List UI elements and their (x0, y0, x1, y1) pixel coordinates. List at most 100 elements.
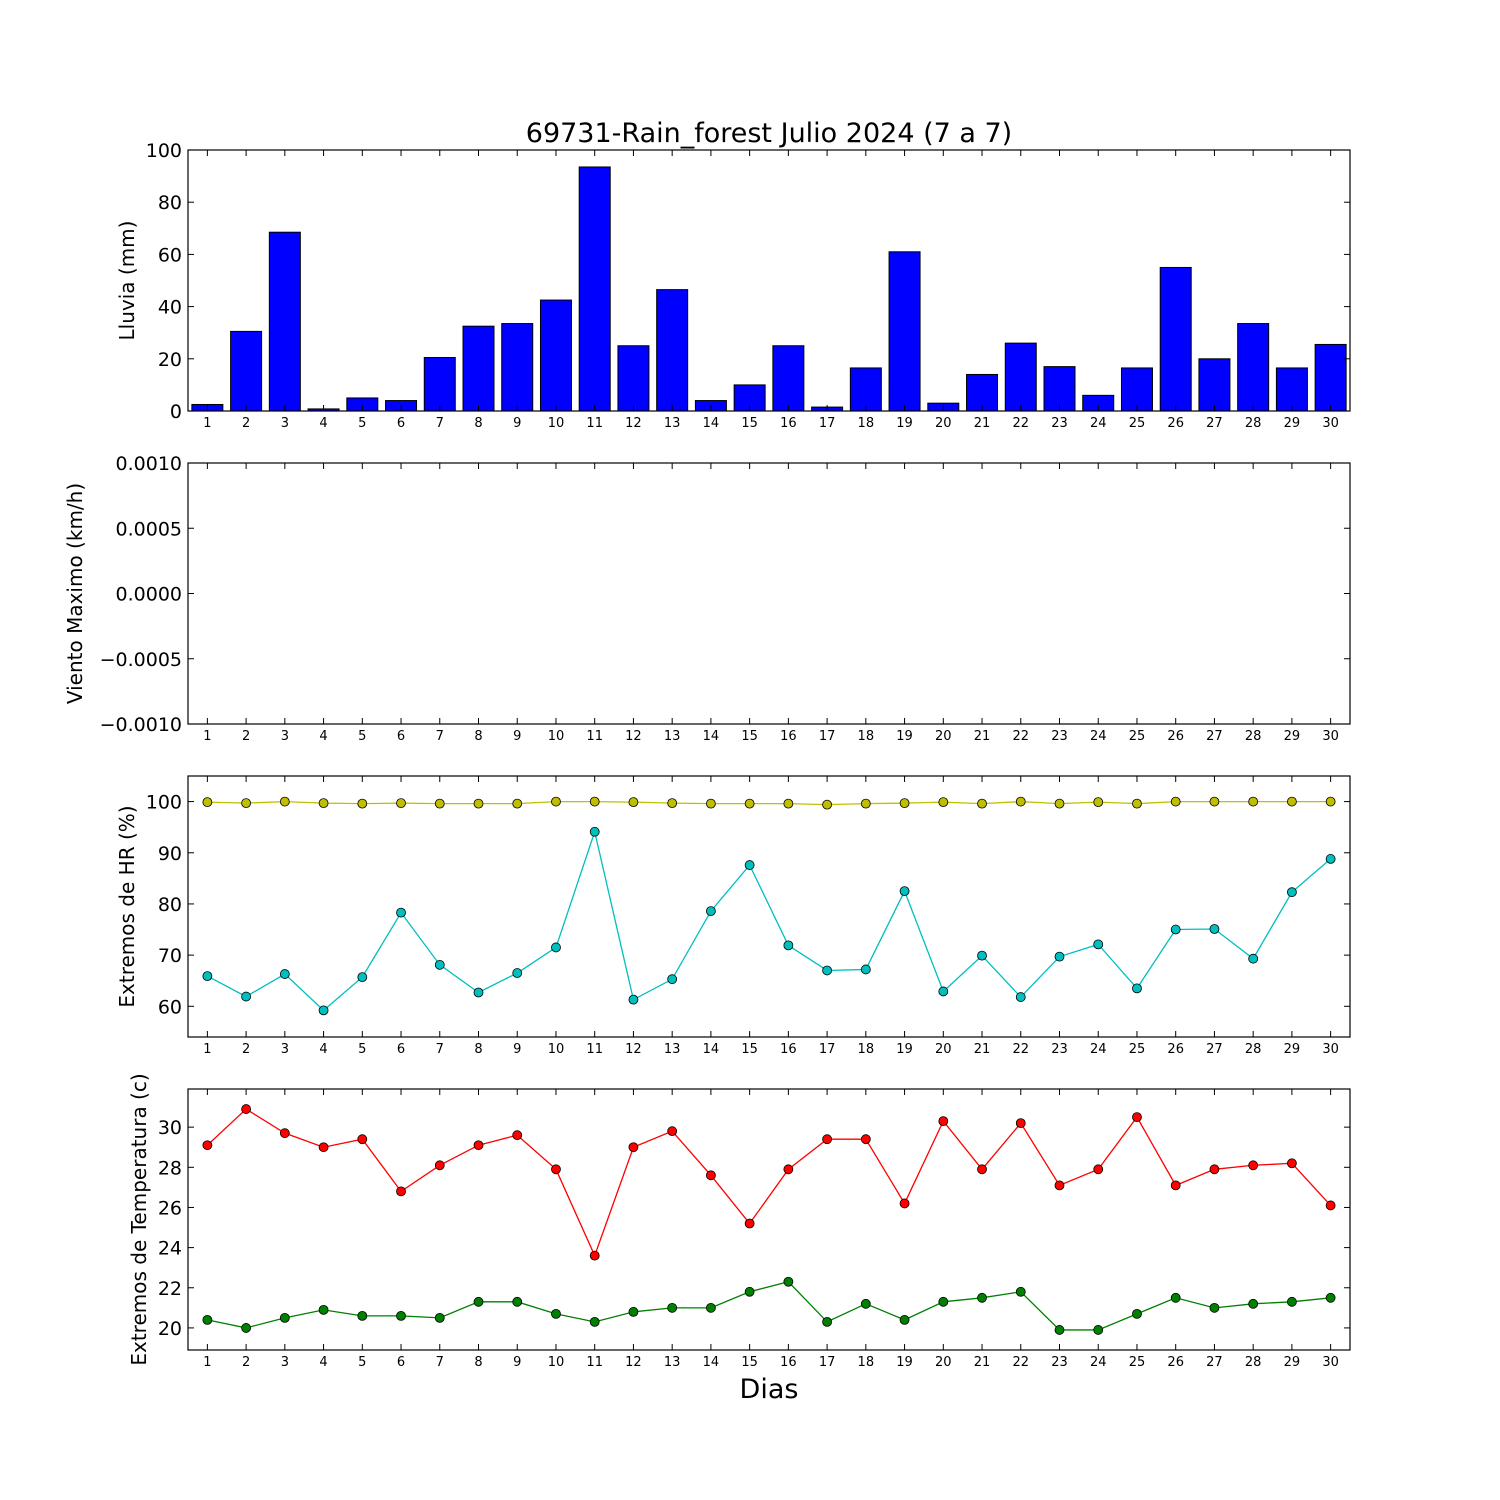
point-rh_min-day-22 (1015, 992, 1026, 1002)
point-temp_max-day-11 (589, 1250, 600, 1261)
x-tick-label: 1 (203, 1042, 211, 1057)
x-tick-label: 13 (664, 1042, 681, 1057)
point-rh_max-day-22 (1015, 796, 1026, 807)
x-tick-label: 27 (1206, 416, 1223, 431)
y-axis-label: Viento Maximo (km/h) (63, 483, 87, 704)
x-tick-label: 5 (358, 1355, 366, 1370)
point-rh_max-day-29 (1287, 796, 1297, 807)
point-rh_max-day-1 (202, 797, 213, 807)
point-rh_min-day-20 (938, 986, 949, 997)
point-rh_min-day-11 (589, 826, 600, 837)
axes-frame (187, 1088, 1351, 1351)
x-tick-label: 4 (319, 729, 327, 744)
x-tick-label: 2 (242, 1042, 250, 1057)
x-tick-label: 28 (1245, 1355, 1262, 1370)
point-rh_min-day-19 (899, 886, 910, 897)
point-temp_max-day-14 (706, 1170, 716, 1181)
point-temp_min-day-26 (1170, 1292, 1181, 1303)
x-tick-label: 13 (664, 416, 681, 431)
x-tick-label: 6 (397, 1355, 405, 1370)
point-rh_max-day-27 (1209, 796, 1220, 807)
point-rh_min-day-28 (1248, 953, 1259, 964)
x-tick-label: 3 (281, 1355, 289, 1370)
x-tick-label: 4 (319, 1355, 327, 1370)
point-rh_min-day-29 (1287, 887, 1297, 898)
y-tick-label: 100 (146, 140, 182, 162)
x-tick-label: 2 (242, 1355, 250, 1370)
x-tick-label: 14 (703, 729, 720, 744)
point-temp_max-day-5 (357, 1134, 368, 1145)
x-tick-label: 8 (474, 1355, 482, 1370)
point-temp_min-day-15 (744, 1286, 755, 1297)
x-tick-label: 12 (625, 1355, 642, 1370)
point-temp_max-day-24 (1093, 1164, 1104, 1175)
x-tick-label: 21 (974, 1355, 991, 1370)
x-tick-label: 9 (513, 1355, 521, 1370)
x-tick-label: 15 (741, 1355, 758, 1370)
point-temp_min-day-12 (628, 1306, 639, 1317)
x-tick-label: 14 (703, 416, 720, 431)
point-rh_min-day-10 (551, 942, 561, 953)
y-tick-label: 30 (158, 1117, 182, 1139)
point-temp_max-day-23 (1054, 1180, 1065, 1191)
point-temp_min-day-18 (860, 1298, 871, 1309)
x-tick-label: 16 (780, 1355, 797, 1370)
point-rh_min-day-8 (473, 987, 484, 998)
series-line-rh_max (207, 800, 1331, 806)
x-tick-label: 20 (935, 1355, 952, 1370)
point-rh_max-day-7 (434, 798, 445, 809)
x-tick-label: 24 (1090, 1355, 1107, 1370)
bar-day-2 (230, 330, 263, 412)
y-tick-label: 0.0000 (116, 584, 182, 606)
point-temp_max-day-20 (938, 1116, 949, 1127)
bar-day-19 (888, 251, 921, 412)
point-rh_max-day-5 (357, 798, 368, 809)
x-tick-label: 22 (1012, 1042, 1029, 1057)
bar-day-9 (501, 323, 534, 412)
point-temp_min-day-14 (706, 1302, 716, 1313)
point-rh_min-day-4 (318, 1005, 329, 1016)
x-tick-label: 9 (513, 1042, 521, 1057)
x-tick-label: 18 (858, 1355, 875, 1370)
point-rh_max-day-4 (318, 798, 329, 809)
panel-1: 1 2 3 4 5 6 7 8 9 10 11 12 13 14 15 16 17 18 19 20 21 22 23 24 2… (115, 140, 1351, 431)
point-temp_min-day-9 (512, 1296, 523, 1307)
y-tick-label: −0.0010 (100, 714, 182, 736)
x-tick-label: 11 (586, 729, 603, 744)
point-rh_max-day-19 (899, 798, 910, 809)
x-tick-label: 11 (586, 416, 603, 431)
bar-day-23 (1043, 366, 1076, 412)
bar-day-18 (849, 367, 882, 412)
x-tick-label: 11 (586, 1355, 603, 1370)
bar-day-28 (1237, 323, 1270, 412)
point-rh_max-day-30 (1325, 796, 1336, 807)
point-rh_min-day-7 (434, 959, 445, 970)
x-tick-label: 17 (819, 1355, 836, 1370)
x-tick-label: 7 (436, 729, 444, 744)
point-rh_min-day-26 (1170, 924, 1181, 935)
point-temp_min-day-8 (473, 1296, 484, 1307)
point-temp_max-day-21 (977, 1164, 987, 1175)
point-rh_max-day-18 (860, 798, 871, 809)
x-tick-label: 9 (513, 729, 521, 744)
point-temp_max-day-17 (822, 1134, 832, 1145)
x-tick-label: 1 (203, 729, 211, 744)
axes-frame (187, 149, 1351, 412)
axes-frame (187, 462, 1351, 725)
point-temp_max-day-10 (551, 1164, 561, 1175)
panel-3: 1 2 3 4 5 6 7 8 9 10 11 12 13 14 15 16 17 18 19 20 21 22 23 24 2… (115, 775, 1351, 1057)
point-temp_max-day-22 (1015, 1118, 1026, 1129)
point-temp_max-day-15 (744, 1218, 755, 1229)
bar-day-12 (617, 345, 650, 412)
point-rh_max-day-17 (822, 799, 832, 810)
point-temp_max-day-28 (1248, 1160, 1259, 1171)
x-tick-label: 8 (474, 1042, 482, 1057)
point-temp_max-day-4 (318, 1142, 329, 1153)
point-temp_min-day-22 (1015, 1286, 1026, 1297)
point-temp_min-day-27 (1209, 1302, 1220, 1313)
point-temp_min-day-24 (1093, 1325, 1104, 1335)
y-tick-label: 60 (158, 996, 182, 1018)
point-rh_max-day-13 (667, 798, 678, 809)
x-tick-label: 19 (896, 1042, 913, 1057)
point-rh_max-day-9 (512, 798, 523, 809)
